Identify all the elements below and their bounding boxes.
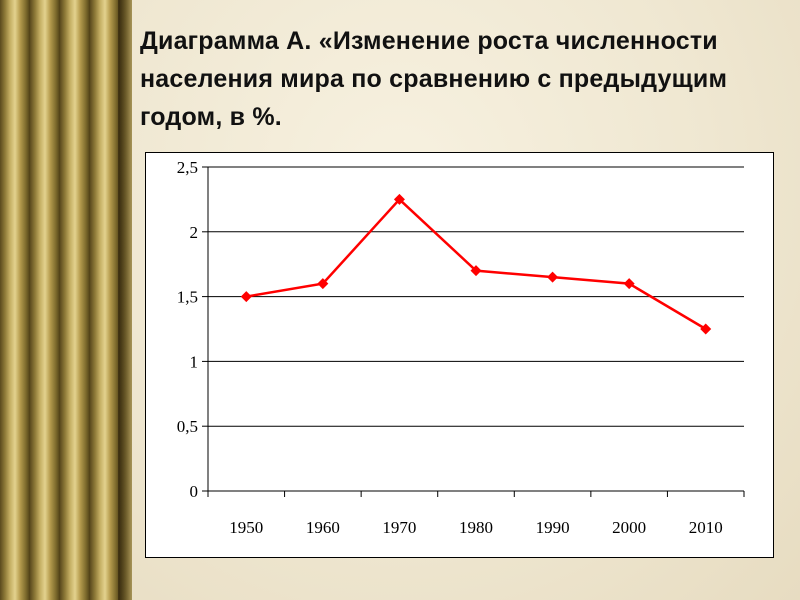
x-tick-label: 1980: [459, 518, 493, 537]
y-tick-label: 1,5: [177, 288, 198, 307]
x-tick-label: 1950: [229, 518, 263, 537]
line-chart: 0 0,5 1 1,5 2 2,5 1950 1960 1970 1980 1990 2000 2010: [177, 158, 745, 537]
slide-title: Диаграмма А. «Изменение роста численност…: [140, 27, 728, 131]
data-point-marker: [470, 265, 482, 277]
series-layer: [240, 193, 712, 335]
y-tick-label: 0: [190, 482, 199, 501]
y-tick-label: 1: [190, 352, 199, 371]
x-tick-label: 2010: [689, 518, 723, 537]
grid-layer: [208, 166, 744, 427]
series-line: [246, 197, 707, 331]
data-point-marker: [700, 323, 712, 335]
y-tick-label: 0,5: [177, 417, 198, 436]
x-tick-label: 1970: [382, 518, 416, 537]
data-point-marker: [317, 278, 329, 290]
data-point-marker: [393, 193, 405, 205]
data-point-marker: [623, 278, 635, 290]
y-tick-label: 2: [190, 223, 199, 242]
decorative-side-stripes: [0, 0, 132, 600]
x-tick-label: 2000: [612, 518, 646, 537]
y-tick-label: 2,5: [177, 158, 198, 177]
data-point-marker: [547, 271, 559, 283]
axis-layer: [202, 166, 745, 497]
x-tick-label: 1960: [306, 518, 340, 537]
label-layer: 0 0,5 1 1,5 2 2,5 1950 1960 1970 1980 1990 2000 2010: [177, 158, 723, 537]
data-point-marker: [240, 291, 252, 303]
chart-area: 0 0,5 1 1,5 2 2,5 1950 1960 1970 1980 1990 2000 2010: [145, 152, 774, 558]
x-tick-label: 1990: [536, 518, 570, 537]
